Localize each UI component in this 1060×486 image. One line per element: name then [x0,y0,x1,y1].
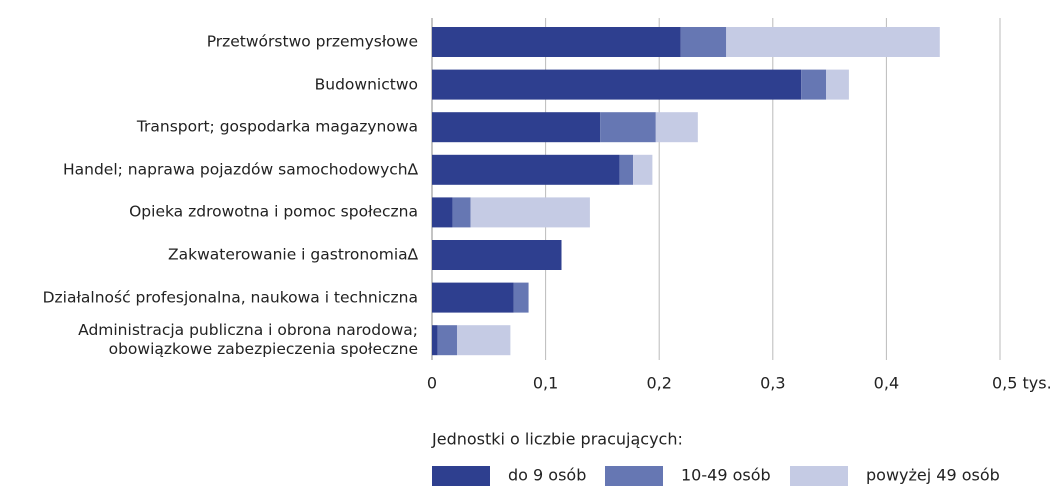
bar-segment [432,197,453,228]
legend-swatch [432,466,490,486]
bar-segment [432,325,438,356]
bar-segment [726,27,940,57]
x-tick-label: 0 [427,374,437,393]
bar-segment [619,154,634,185]
category-label: Działalność profesjonalna, naukowa i tec… [42,288,418,307]
bar-segment [600,112,656,143]
category-label: Budownictwo [314,75,418,94]
category-label: Przetwórstwo przemysłowe [206,32,418,51]
bar-segment [432,282,514,313]
bar-segment [432,240,562,270]
bar-segment [432,112,601,143]
bar-segment [432,69,802,100]
legend-label: powyżej 49 osób [866,466,1000,485]
bar-segment [432,154,620,185]
bar-segment [456,325,511,356]
legend-title: Jednostki o liczbie pracujących: [431,430,683,449]
legend-swatch [790,466,848,486]
bar-segment [432,27,681,57]
legend-label: do 9 osób [508,466,586,485]
bar-segment [452,197,471,228]
bar-segment [470,197,590,228]
x-tick-label: 0,1 [533,374,558,393]
bar-segment [655,112,698,143]
bar-segment [680,27,727,57]
x-tick-label: 0,5 tys. [992,374,1052,393]
category-label: Zakwaterowanie i gastronomia∆ [168,245,418,264]
category-label: Handel; naprawa pojazdów samochodowych∆ [62,160,418,179]
x-tick-label: 0,3 [760,374,785,393]
bar-segment [633,154,653,185]
legend-label: 10-49 osób [681,466,771,485]
x-tick-label: 0,2 [646,374,671,393]
bar-segment [437,325,457,356]
legend-swatch [605,466,663,486]
bar-segment [801,69,827,100]
category-label: Transport; gospodarka magazynowa [136,117,418,136]
category-label: Opieka zdrowotna i pomoc społeczna [129,202,418,221]
bar-segment [513,282,529,313]
bar-segment [826,69,849,100]
x-tick-label: 0,4 [874,374,899,393]
category-label: Administracja publiczna i obrona narodow… [78,321,418,359]
